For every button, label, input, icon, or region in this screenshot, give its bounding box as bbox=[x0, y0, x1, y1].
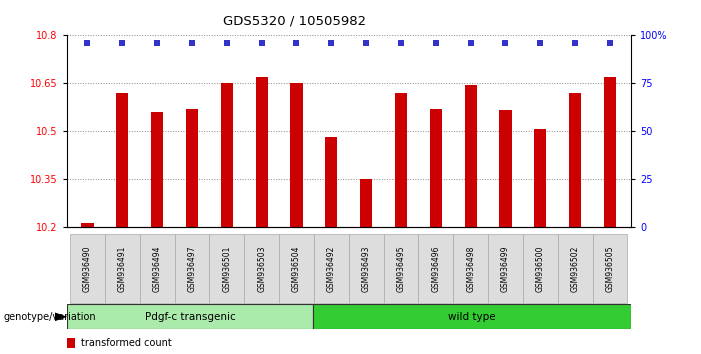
Bar bbox=[360, 179, 372, 227]
Text: GSM936505: GSM936505 bbox=[606, 245, 615, 292]
Bar bbox=[395, 93, 407, 227]
Point bbox=[465, 40, 476, 46]
Point bbox=[117, 40, 128, 46]
Bar bbox=[325, 137, 337, 227]
Bar bbox=[279, 234, 314, 303]
Text: genotype/variation: genotype/variation bbox=[4, 312, 96, 322]
Text: GSM936503: GSM936503 bbox=[257, 245, 266, 292]
Bar bbox=[244, 234, 279, 303]
Bar bbox=[151, 112, 163, 227]
Point bbox=[222, 40, 233, 46]
Text: transformed count: transformed count bbox=[81, 338, 171, 348]
Text: GSM936496: GSM936496 bbox=[431, 245, 440, 292]
Bar bbox=[534, 129, 546, 227]
Text: GSM936500: GSM936500 bbox=[536, 245, 545, 292]
Point bbox=[604, 40, 615, 46]
Bar bbox=[105, 234, 139, 303]
Point bbox=[360, 40, 372, 46]
Point bbox=[395, 40, 407, 46]
Bar bbox=[558, 234, 592, 303]
Point bbox=[186, 40, 198, 46]
Bar bbox=[454, 234, 488, 303]
Bar bbox=[314, 234, 348, 303]
Text: GDS5320 / 10505982: GDS5320 / 10505982 bbox=[223, 14, 366, 27]
Bar bbox=[81, 223, 94, 227]
Bar bbox=[523, 234, 558, 303]
Point bbox=[569, 40, 580, 46]
Bar bbox=[430, 109, 442, 227]
Text: GSM936491: GSM936491 bbox=[118, 245, 127, 292]
Bar bbox=[175, 234, 210, 303]
FancyBboxPatch shape bbox=[313, 304, 631, 329]
Bar bbox=[465, 85, 477, 227]
Text: GSM936498: GSM936498 bbox=[466, 245, 475, 292]
Bar bbox=[70, 234, 105, 303]
Text: GSM936492: GSM936492 bbox=[327, 245, 336, 292]
Bar bbox=[604, 77, 616, 227]
Text: wild type: wild type bbox=[449, 312, 496, 322]
Bar bbox=[67, 338, 76, 348]
Point bbox=[326, 40, 337, 46]
Text: GSM936495: GSM936495 bbox=[397, 245, 405, 292]
FancyBboxPatch shape bbox=[67, 304, 313, 329]
Bar bbox=[221, 83, 233, 227]
Bar bbox=[418, 234, 454, 303]
Point bbox=[82, 40, 93, 46]
Point bbox=[535, 40, 546, 46]
Bar bbox=[210, 234, 244, 303]
Bar bbox=[592, 234, 627, 303]
Text: Pdgf-c transgenic: Pdgf-c transgenic bbox=[144, 312, 236, 322]
Bar bbox=[256, 77, 268, 227]
Text: GSM936494: GSM936494 bbox=[153, 245, 162, 292]
Text: GSM936497: GSM936497 bbox=[187, 245, 196, 292]
Bar bbox=[186, 109, 198, 227]
Text: GSM936502: GSM936502 bbox=[571, 245, 580, 292]
Polygon shape bbox=[55, 312, 67, 321]
Bar bbox=[139, 234, 175, 303]
Text: GSM936504: GSM936504 bbox=[292, 245, 301, 292]
Bar bbox=[290, 83, 303, 227]
Bar bbox=[348, 234, 383, 303]
Point bbox=[500, 40, 511, 46]
Bar bbox=[116, 93, 128, 227]
Text: GSM936490: GSM936490 bbox=[83, 245, 92, 292]
Text: GSM936501: GSM936501 bbox=[222, 245, 231, 292]
Point bbox=[256, 40, 267, 46]
Text: GSM936493: GSM936493 bbox=[362, 245, 371, 292]
Point bbox=[151, 40, 163, 46]
Bar bbox=[488, 234, 523, 303]
Point bbox=[291, 40, 302, 46]
Text: GSM936499: GSM936499 bbox=[501, 245, 510, 292]
Bar bbox=[569, 93, 581, 227]
Bar bbox=[499, 110, 512, 227]
Point bbox=[430, 40, 442, 46]
Bar bbox=[383, 234, 418, 303]
